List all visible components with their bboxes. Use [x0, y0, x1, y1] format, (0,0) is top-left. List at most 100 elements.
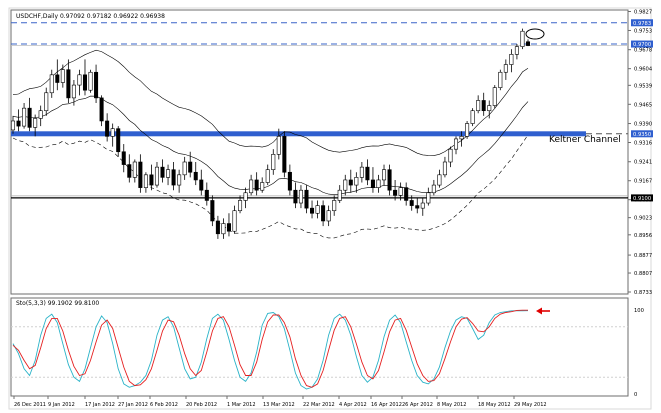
candle-body	[321, 205, 326, 222]
candle-body	[204, 189, 209, 201]
candle-body	[177, 174, 182, 186]
candle-body	[448, 148, 453, 163]
candle-body	[343, 179, 348, 191]
red-arrow-icon	[536, 307, 550, 315]
stochastic-main-line	[12, 310, 529, 390]
candle-body	[420, 202, 425, 209]
candle-body	[166, 169, 171, 178]
candle-body	[132, 161, 137, 178]
y-tick-label: 0.9539	[634, 83, 652, 89]
x-tick-label: 1 Mar 2012	[227, 402, 256, 408]
candle-body	[387, 169, 392, 191]
candle-body	[393, 189, 398, 196]
y-tick-label: 0.9753	[634, 28, 652, 34]
candle-body	[348, 179, 353, 186]
y-tick-label: 0.9827	[634, 9, 652, 15]
candle-body	[492, 87, 497, 106]
candle-body	[22, 107, 27, 127]
candle-body	[199, 179, 204, 191]
price-panel	[10, 9, 629, 295]
outer-border	[8, 7, 652, 410]
candle-body	[160, 166, 165, 178]
stochastic-header: Sto(5,3,3) 99.1902 99.8100	[16, 300, 99, 307]
support-band	[11, 131, 586, 137]
candle-body	[315, 205, 320, 214]
price-label: 0.9783	[633, 21, 651, 27]
y-tick-label: 0.9316	[634, 141, 652, 147]
price-label-box	[631, 40, 653, 48]
candle-body	[243, 192, 248, 201]
candle-body	[149, 174, 154, 186]
candle-body	[210, 200, 215, 222]
keltner-upper	[12, 49, 529, 156]
candle-body	[310, 207, 315, 214]
price-label: 0.9350	[633, 132, 651, 138]
candle-body	[298, 189, 303, 204]
candle-body	[182, 161, 187, 176]
candle-body	[215, 220, 220, 235]
candle-body	[27, 107, 32, 128]
keltner-channel	[12, 49, 529, 239]
candlestick-series	[10, 28, 531, 239]
candle-body	[525, 41, 531, 46]
candle-body	[44, 92, 49, 112]
x-tick-label: 16 Apr 2012	[371, 402, 402, 408]
candle-body	[476, 100, 481, 112]
candle-body	[503, 64, 508, 73]
candle-body	[409, 200, 414, 206]
y-tick-label: 0.9604	[634, 67, 653, 73]
candle-body	[514, 46, 519, 55]
candle-body	[260, 182, 265, 191]
candle-body	[105, 120, 110, 137]
candle-body	[226, 223, 231, 232]
stochastic-panel	[10, 297, 629, 397]
candle-body	[354, 177, 359, 186]
candle-body	[382, 169, 387, 181]
y-tick-label: 0.8733	[634, 290, 652, 296]
candle-body	[465, 123, 470, 137]
price-level-labels: 0.9783 0.9700 0.9350 0.9100	[631, 19, 653, 202]
candle-body	[276, 136, 281, 155]
candle-body	[332, 200, 337, 212]
x-tick-label: 9 Jan 2012	[48, 402, 75, 408]
candle-body	[431, 184, 436, 194]
stochastic-y-tick-label: 0	[634, 392, 637, 398]
candle-body	[110, 128, 115, 137]
x-tick-label: 8 May 2012	[437, 402, 466, 408]
keltner-lower	[12, 134, 529, 239]
price-label-box	[631, 19, 653, 27]
candle-body	[121, 151, 126, 165]
candle-body	[188, 161, 193, 173]
candle-body	[304, 189, 309, 209]
candle-body	[88, 71, 93, 91]
x-tick-label: 26 Apr 2012	[402, 402, 433, 408]
x-tick-label: 29 May 2012	[514, 402, 547, 408]
y-tick-label: 0.9167	[634, 179, 652, 185]
y-tick-label: 0.9390	[634, 122, 652, 128]
price-label-box	[631, 194, 653, 202]
candle-body	[193, 171, 198, 181]
y-tick-label: 0.9465	[634, 102, 652, 108]
candle-body	[254, 179, 259, 191]
keltner-annotation: Keltner Channel	[549, 135, 621, 145]
candle-body	[33, 118, 38, 128]
y-tick-label: 0.9023	[634, 216, 652, 222]
candle-body	[116, 128, 121, 153]
price-header: USDCHF,Daily 0.97092 0.97182 0.96922 0.9…	[16, 13, 165, 20]
x-axis: 26 Dec 2011 9 Jan 2012 17 Jan 2012 27 Jan 2…	[13, 396, 547, 408]
candle-body	[171, 169, 176, 186]
x-tick-label: 22 Mar 2012	[303, 402, 335, 408]
x-tick-label: 26 Dec 2011	[14, 402, 46, 408]
candle-body	[60, 69, 65, 83]
x-tick-label: 4 Apr 2012	[339, 402, 367, 408]
candle-body	[337, 189, 342, 201]
candle-body	[359, 166, 364, 178]
candle-body	[49, 74, 54, 94]
candle-body	[10, 120, 16, 131]
candle-body	[459, 136, 464, 140]
candle-body	[326, 210, 331, 222]
x-tick-label: 27 Jan 2012	[118, 402, 148, 408]
candle-body	[453, 138, 459, 150]
y-tick-label: 0.9678	[634, 48, 652, 54]
x-tick-label: 20 Feb 2012	[186, 402, 217, 408]
